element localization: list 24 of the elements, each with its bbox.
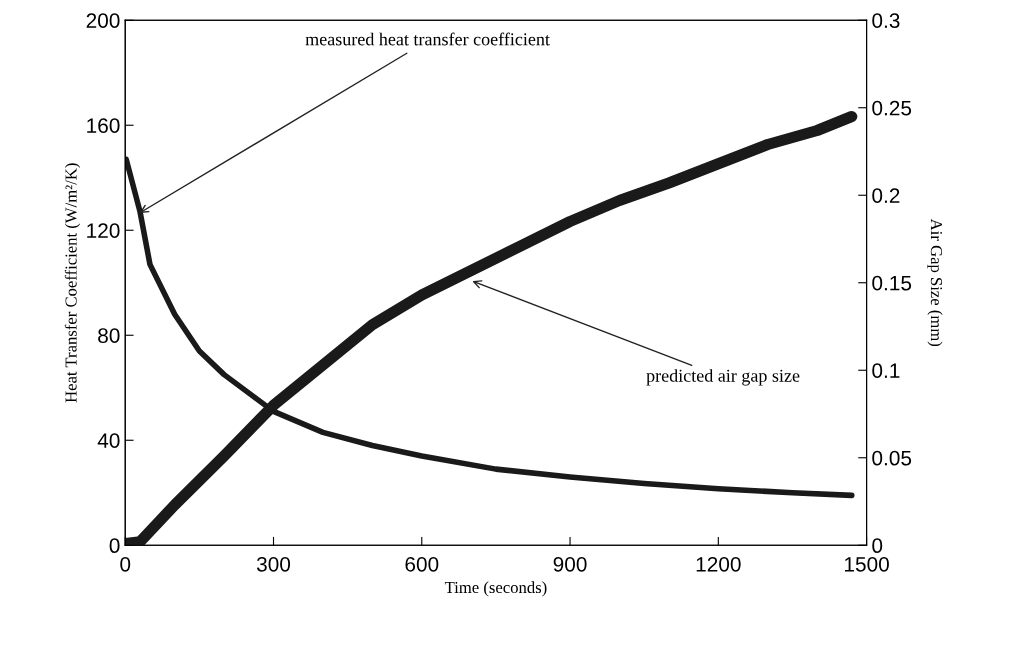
y-tick-label: 40 [97,433,120,449]
y2-tick-label: 0.15 [872,275,912,291]
y2-tick-label: 0.05 [872,450,912,466]
y2-tick-label: 0 [872,538,883,554]
x-axis-title: Time (seconds) [444,581,547,597]
y-tick-label: 200 [86,13,120,28]
x-tick-label: 900 [553,556,587,572]
y2-axis-title: Air Gap Size (mm) [927,218,943,347]
y2-tick-label: 0.2 [872,188,900,203]
y-tick-label: 80 [98,328,120,343]
y2-tick-label: 0.3 [872,13,900,28]
x-tick-label: 300 [256,556,291,572]
y2-tick-label: 0.1 [872,363,900,378]
x-tick-label: 1200 [696,556,741,572]
y-axis-title: Heat Transfer Coefficient (W/m²/K) [64,163,81,403]
y-tick-label: 160 [87,118,120,133]
y2-tick-label: 0.25 [872,100,912,116]
x-tick-label: 0 [120,556,131,572]
annotation: measured heat transfer coefficient [305,32,550,46]
x-tick-label: 1500 [845,556,889,572]
annotation: predicted air gap size [646,369,800,386]
x-tick-label: 600 [405,556,439,572]
y-tick-label: 0 [109,538,120,554]
y-tick-label: 120 [87,223,120,238]
